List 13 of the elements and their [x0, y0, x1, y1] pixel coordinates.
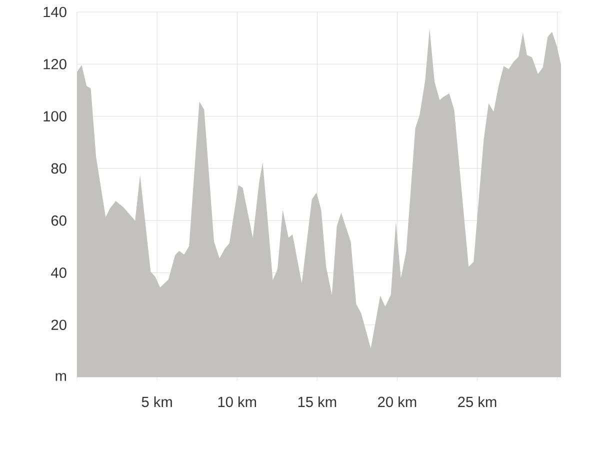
x-tick-label: 25 km [458, 396, 496, 408]
y-tick-label: 80 [51, 163, 66, 174]
x-tick-label: 20 km [378, 396, 416, 408]
y-tick-label: m [56, 373, 66, 381]
x-tick-label: 10 km [218, 396, 256, 408]
y-tick-label: 100 [44, 111, 66, 122]
y-tick-label: 140 [44, 6, 66, 18]
y-tick-label: 20 [51, 320, 66, 330]
y-tick-label: 60 [51, 215, 66, 226]
x-tick-label: 5 km [142, 396, 172, 408]
x-tick-label: 15 km [298, 396, 336, 408]
y-tick-label: 120 [44, 58, 66, 70]
y-tick-label: 40 [51, 268, 66, 278]
